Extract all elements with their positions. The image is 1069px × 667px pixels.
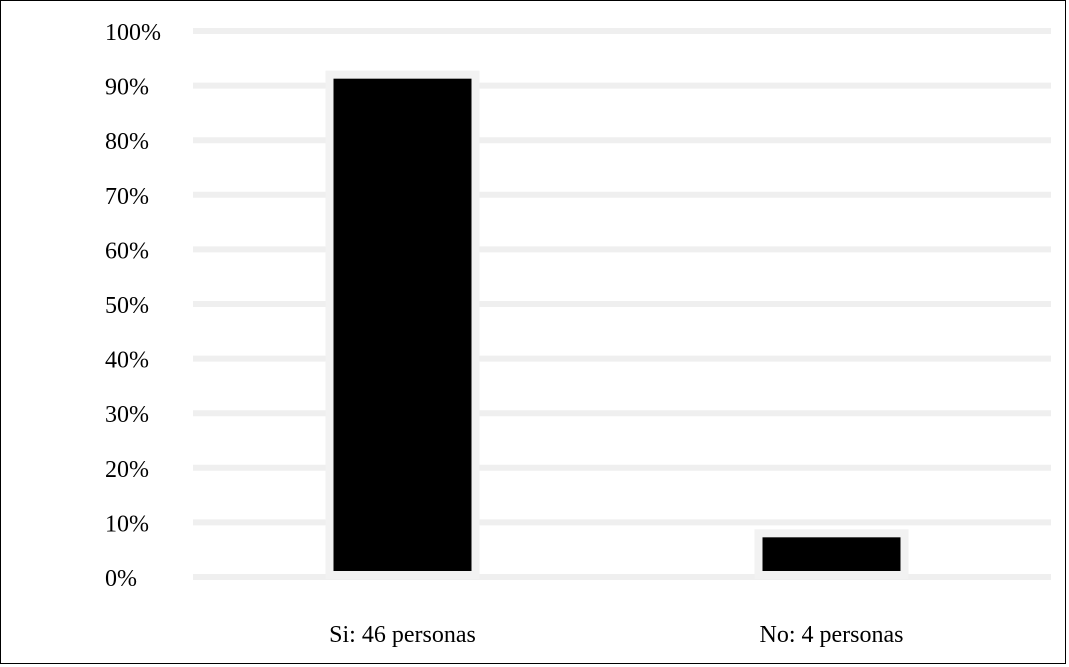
y-tick-label: 90% <box>105 75 149 101</box>
y-tick-label: 60% <box>105 238 149 264</box>
x-category-label: Si: 46 personas <box>329 622 476 648</box>
y-tick-label: 0% <box>105 566 137 592</box>
bar <box>754 529 909 580</box>
gridlines <box>193 28 1051 580</box>
y-tick-label: 40% <box>105 348 149 374</box>
y-tick-label: 20% <box>105 457 149 483</box>
x-category-label: No: 4 personas <box>760 622 904 648</box>
y-tick-label: 50% <box>105 293 149 319</box>
x-axis-category-labels: Si: 46 personas No: 4 personas <box>329 622 903 648</box>
y-tick-label: 100% <box>105 20 161 46</box>
y-axis-tick-labels: 0% 10% 20% 30% 40% 50% 60% 70% 80% 90% 100% <box>105 20 161 592</box>
bars <box>325 70 909 580</box>
y-tick-label: 70% <box>105 184 149 210</box>
y-tick-label: 10% <box>105 511 149 537</box>
y-tick-label: 30% <box>105 402 149 428</box>
bar <box>325 70 480 580</box>
y-tick-label: 80% <box>105 129 149 155</box>
